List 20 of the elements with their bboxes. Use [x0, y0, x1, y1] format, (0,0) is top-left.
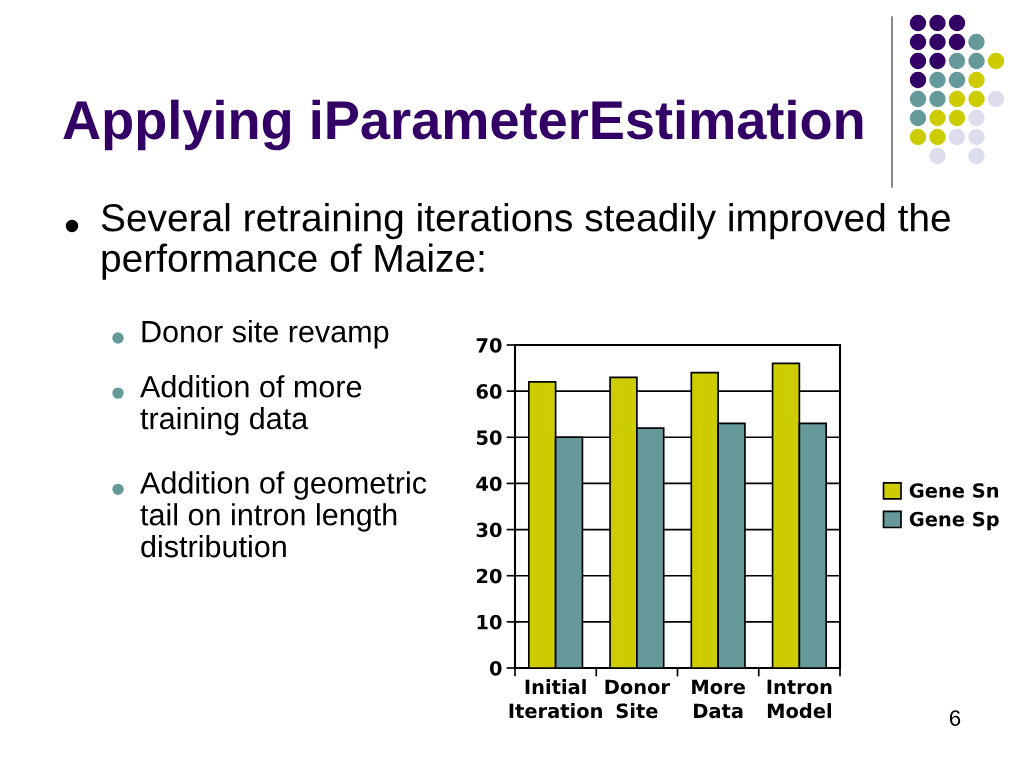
x-tick-label: Intron Model	[767, 679, 832, 719]
text: 6	[949, 710, 961, 726]
text: Addition of more training data	[140, 375, 362, 436]
legend-label: Gene Sn	[909, 483, 999, 498]
y-tick-label: 0	[489, 660, 502, 676]
legend-label: Gene Sp	[909, 511, 999, 531]
y-tick-label: 30	[476, 522, 502, 538]
x-tick-label: Initial Iteration	[509, 679, 602, 719]
text: Addition of geometric tail on intron length distribution	[140, 471, 427, 558]
x-tick-label: More Data	[692, 679, 745, 719]
y-tick-label: 60	[476, 384, 502, 399]
y-tick-label: 70	[476, 337, 502, 353]
y-tick-label: 40	[476, 476, 502, 492]
x-tick-label: Donor Site	[605, 679, 670, 719]
y-tick-label: 10	[477, 614, 502, 630]
chart-title: Applying iParameterEstimation	[63, 99, 863, 151]
text: Donor site revamp	[142, 320, 389, 349]
chart-subtitle: Several retraining iterations steadily improved the performance of Maize:	[101, 203, 950, 280]
y-tick-label: 50	[476, 430, 502, 445]
y-tick-label: 20	[476, 568, 502, 584]
